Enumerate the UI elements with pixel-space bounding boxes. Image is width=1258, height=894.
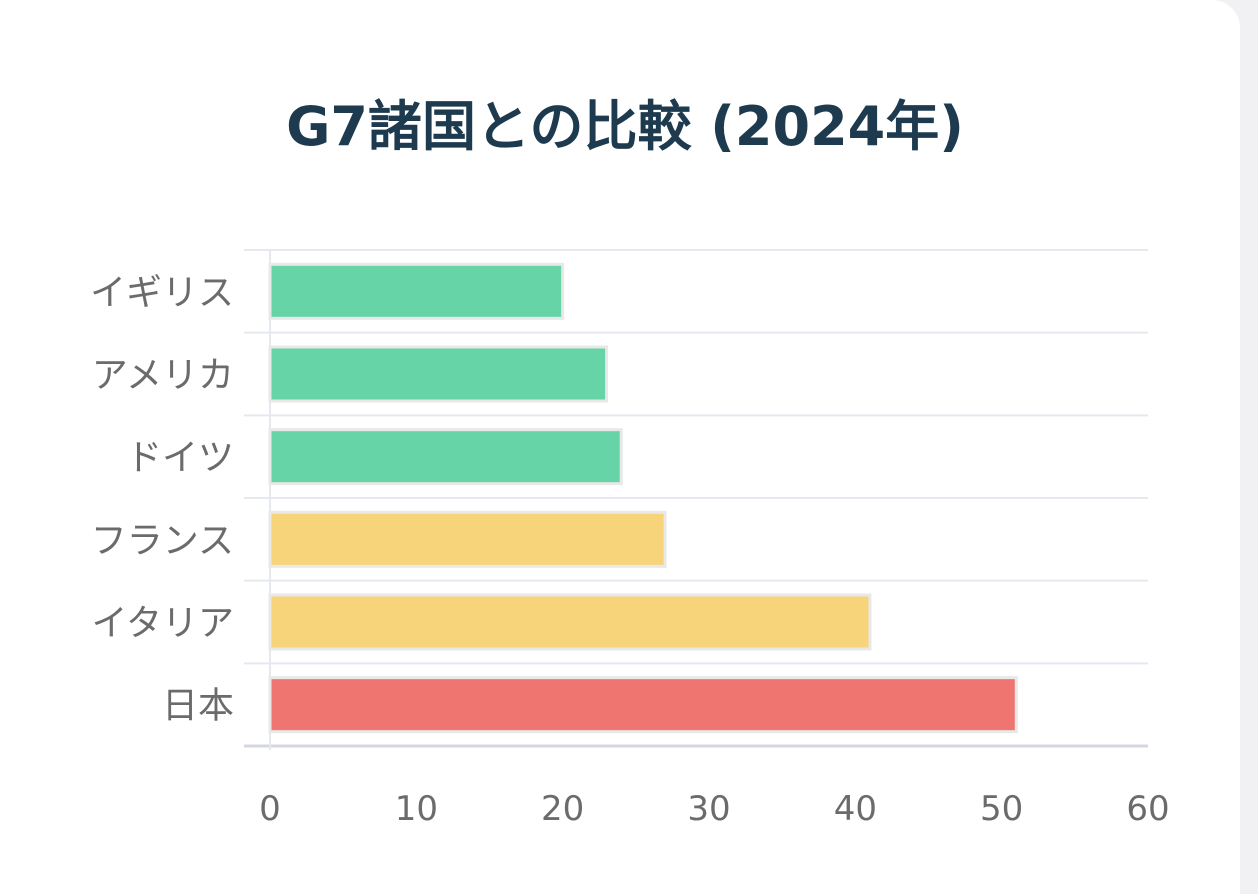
category-label: ドイツ: [126, 438, 234, 479]
category-label: フランス: [91, 520, 234, 561]
chart-title: G7諸国との比較 (2024年): [286, 95, 964, 158]
x-tick-label: 50: [980, 789, 1023, 829]
category-label: 日本: [162, 686, 234, 727]
bar: [268, 428, 623, 486]
category-label: アメリカ: [92, 355, 234, 396]
bars: [268, 262, 1018, 734]
x-tick-label: 10: [395, 789, 438, 829]
x-tick-label: 60: [1126, 789, 1169, 829]
bar: [268, 345, 609, 403]
x-tick-label: 30: [687, 789, 730, 829]
x-tick-label: 20: [541, 789, 584, 829]
bar: [268, 262, 565, 320]
x-tick-label: 40: [834, 789, 877, 829]
bar: [268, 510, 667, 568]
grid-lines: [244, 249, 1148, 750]
x-axis-tick-labels: 0 10 20 30 40 50 60: [259, 789, 1169, 829]
x-tick-label: 0: [259, 789, 281, 829]
category-label: イギリス: [90, 272, 234, 313]
bar: [268, 593, 872, 651]
category-label: イタリア: [91, 603, 234, 644]
bar: [268, 676, 1018, 734]
